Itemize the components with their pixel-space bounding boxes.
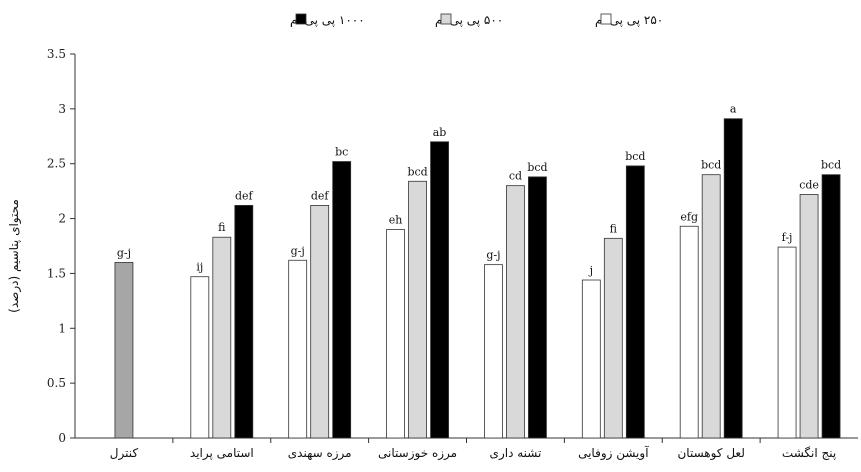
x-axis: کنترل استامی پراید مرزه سهندی مرزه خوزستانی…: [75, 437, 858, 461]
bar-series-2: [625, 165, 645, 439]
bar-series-1: [408, 180, 427, 439]
bar-letter-label: a: [730, 103, 737, 116]
bar-letter-label: bcd: [527, 161, 547, 174]
x-category-label: استامی پراید: [190, 446, 254, 461]
legend-swatch: [440, 13, 452, 25]
bar-letter-label: ab: [433, 126, 447, 139]
bar-series-1: [310, 205, 330, 439]
legend: ۲۵۰ پی پی ام ۵۰۰ پی پی ام ۱۰۰۰ پی پی ام: [290, 13, 663, 27]
bar-series-1: [701, 174, 721, 439]
y-tick-label: 1: [58, 321, 66, 335]
bar-series-2: [234, 205, 254, 439]
legend-label: ۱۰۰۰ پی پی ام: [290, 13, 365, 27]
y-tick-label: 3.5: [47, 47, 66, 61]
data-labels: g-jijfidefg-jdefbcehbcdabg-jcdbcdjfibcde…: [117, 103, 841, 277]
y-tick-label: 0.5: [47, 376, 66, 390]
bar-letter-label: cde: [799, 178, 819, 191]
bar-series-0: [386, 229, 405, 439]
bar-letter-label: g-j: [117, 246, 131, 259]
bar-series-2: [723, 118, 743, 439]
bar-letter-label: f-j: [782, 231, 793, 244]
bar-letter-label: bc: [335, 146, 348, 159]
x-category-label: لعل کوهستان: [677, 446, 744, 461]
bar-series-0: [679, 225, 699, 439]
bar-series-0: [484, 264, 503, 439]
bar-series-1: [603, 237, 623, 439]
bar-letter-label: g-j: [486, 249, 500, 262]
bar-series-0: [190, 276, 210, 439]
bar-letter-label: fi: [610, 222, 618, 235]
bar-letter-label: g-j: [291, 244, 305, 257]
bar-letter-label: def: [235, 189, 254, 202]
bar-letter-label: cd: [509, 170, 522, 183]
bar-series-0: [288, 259, 308, 439]
bar-letter-label: fi: [218, 221, 226, 234]
bar-letter-label: efg: [680, 210, 698, 223]
x-category-label: کنترل: [110, 446, 139, 461]
bar-series-1: [212, 236, 232, 439]
bars: [114, 118, 841, 439]
bar-series-2: [332, 161, 352, 439]
y-tick-label: 3: [58, 102, 66, 116]
bar-series-2: [821, 174, 841, 439]
x-category-label: مرزه خوزستانی: [378, 446, 457, 461]
x-category-label: تشنه داری: [490, 446, 542, 461]
bar-series-0: [777, 246, 797, 439]
bar-letter-label: bcd: [625, 150, 645, 163]
bar-series-1: [506, 185, 525, 439]
bar-letter-label: bcd: [407, 165, 427, 178]
y-tick-label: 0: [58, 431, 66, 445]
y-tick-label: 2: [58, 212, 66, 226]
bar-letter-label: j: [588, 264, 593, 277]
bar-letter-label: ij: [196, 261, 203, 274]
bar-letter-label: bcd: [821, 159, 841, 172]
bar-control: [114, 262, 134, 439]
legend-label: ۲۵۰ پی پی ام: [595, 13, 663, 27]
x-category-label: پنج انگشت: [782, 446, 836, 460]
y-axis: 0 0.5 1 1.5 2 2.5 3 3.5: [47, 47, 76, 445]
y-axis-label: محتوای پتاسیم (درصد): [7, 199, 22, 313]
bar-letter-label: eh: [389, 214, 403, 227]
bar-letter-label: bcd: [701, 159, 721, 172]
bar-series-2: [430, 141, 449, 439]
bar-series-2: [528, 176, 547, 439]
legend-swatch: [600, 13, 612, 25]
bar-series-1: [799, 194, 819, 439]
legend-swatch: [295, 13, 307, 25]
bar-series-0: [581, 279, 601, 439]
x-category-label: مرزه سهندی: [288, 446, 352, 461]
x-category-label: آویشن زوفایی: [578, 445, 649, 461]
y-tick-label: 1.5: [47, 266, 66, 280]
bar-letter-label: def: [311, 189, 330, 202]
legend-label: ۵۰۰ پی پی ام: [435, 13, 503, 27]
y-tick-label: 2.5: [47, 157, 66, 171]
